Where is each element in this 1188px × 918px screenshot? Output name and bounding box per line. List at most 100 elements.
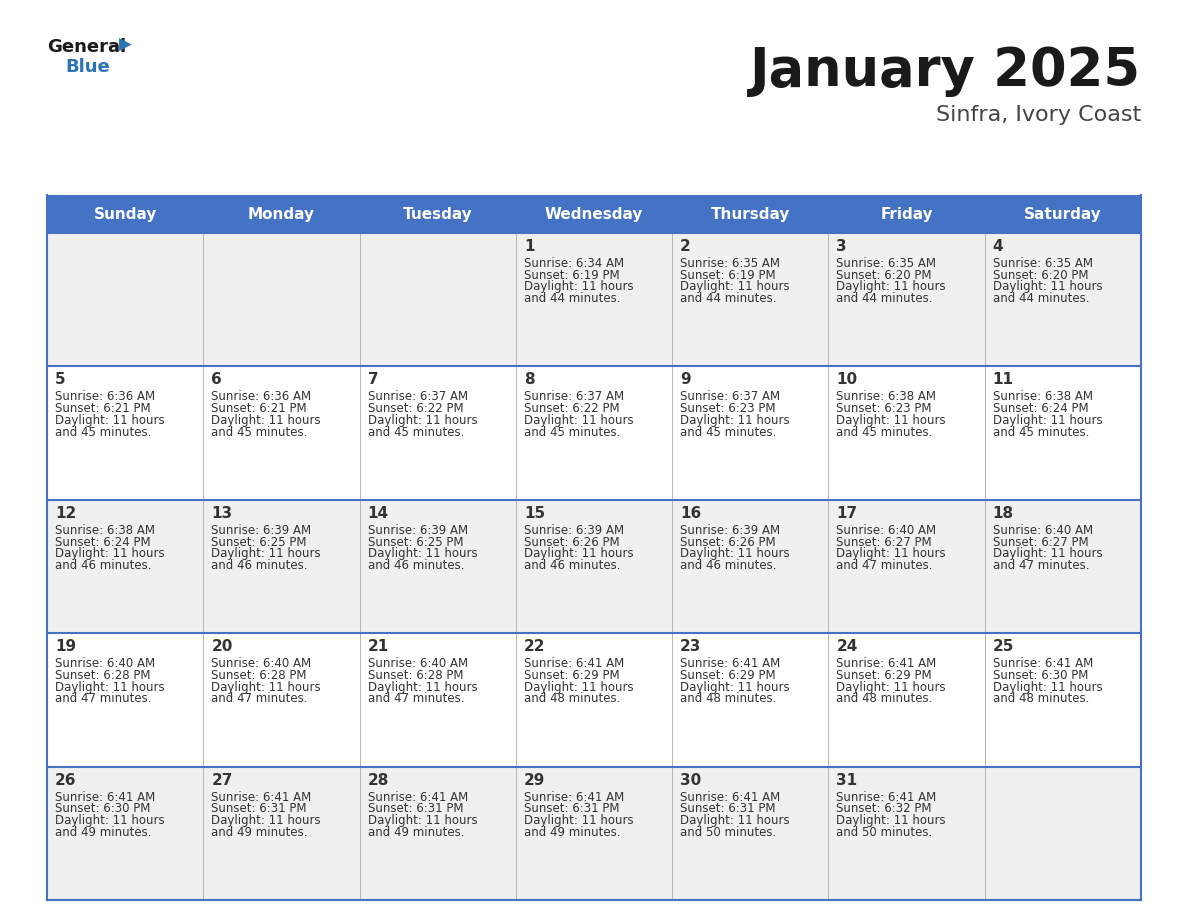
Text: 13: 13 <box>211 506 233 521</box>
Text: Sunset: 6:28 PM: Sunset: 6:28 PM <box>55 669 151 682</box>
Text: and 45 minutes.: and 45 minutes. <box>524 426 620 439</box>
Text: Sunrise: 6:41 AM: Sunrise: 6:41 AM <box>211 790 311 803</box>
Text: Sunset: 6:25 PM: Sunset: 6:25 PM <box>367 535 463 549</box>
Text: Daylight: 11 hours: Daylight: 11 hours <box>367 680 478 694</box>
Text: Sunset: 6:28 PM: Sunset: 6:28 PM <box>367 669 463 682</box>
Text: and 47 minutes.: and 47 minutes. <box>55 692 152 705</box>
Text: Sunrise: 6:40 AM: Sunrise: 6:40 AM <box>836 524 936 537</box>
Text: Sunrise: 6:40 AM: Sunrise: 6:40 AM <box>367 657 468 670</box>
Text: Sunset: 6:21 PM: Sunset: 6:21 PM <box>55 402 151 415</box>
Text: 24: 24 <box>836 639 858 655</box>
Text: Sunset: 6:31 PM: Sunset: 6:31 PM <box>524 802 619 815</box>
Text: Daylight: 11 hours: Daylight: 11 hours <box>681 814 790 827</box>
Text: Daylight: 11 hours: Daylight: 11 hours <box>524 281 633 294</box>
Text: Sunrise: 6:41 AM: Sunrise: 6:41 AM <box>836 657 936 670</box>
Text: 7: 7 <box>367 373 378 387</box>
Bar <box>828 767 985 900</box>
Text: 26: 26 <box>55 773 76 788</box>
Bar <box>985 499 1140 633</box>
Text: and 45 minutes.: and 45 minutes. <box>681 426 777 439</box>
Bar <box>516 499 672 633</box>
Text: Daylight: 11 hours: Daylight: 11 hours <box>681 680 790 694</box>
Text: Sunset: 6:22 PM: Sunset: 6:22 PM <box>524 402 619 415</box>
Text: Sunset: 6:30 PM: Sunset: 6:30 PM <box>993 669 1088 682</box>
Text: 9: 9 <box>681 373 690 387</box>
Text: Daylight: 11 hours: Daylight: 11 hours <box>836 814 946 827</box>
Bar <box>360 499 516 633</box>
Bar <box>516 233 672 366</box>
Bar <box>516 366 672 499</box>
Text: Sunrise: 6:37 AM: Sunrise: 6:37 AM <box>681 390 781 403</box>
Text: 29: 29 <box>524 773 545 788</box>
Text: Daylight: 11 hours: Daylight: 11 hours <box>836 547 946 560</box>
Text: Daylight: 11 hours: Daylight: 11 hours <box>681 281 790 294</box>
Text: and 45 minutes.: and 45 minutes. <box>836 426 933 439</box>
Text: 15: 15 <box>524 506 545 521</box>
Text: Sunrise: 6:41 AM: Sunrise: 6:41 AM <box>367 790 468 803</box>
Text: and 48 minutes.: and 48 minutes. <box>836 692 933 705</box>
Text: Daylight: 11 hours: Daylight: 11 hours <box>211 814 321 827</box>
Text: Sunset: 6:23 PM: Sunset: 6:23 PM <box>836 402 931 415</box>
Bar <box>672 233 828 366</box>
Text: Sunset: 6:26 PM: Sunset: 6:26 PM <box>524 535 619 549</box>
Text: ▶: ▶ <box>119 36 132 54</box>
Text: Sunrise: 6:38 AM: Sunrise: 6:38 AM <box>55 524 154 537</box>
Text: and 49 minutes.: and 49 minutes. <box>367 826 465 839</box>
Bar <box>985 767 1140 900</box>
Bar <box>203 767 360 900</box>
Text: Daylight: 11 hours: Daylight: 11 hours <box>993 414 1102 427</box>
Text: Sunrise: 6:38 AM: Sunrise: 6:38 AM <box>993 390 1093 403</box>
Text: Sunset: 6:24 PM: Sunset: 6:24 PM <box>55 535 151 549</box>
Text: Daylight: 11 hours: Daylight: 11 hours <box>836 414 946 427</box>
Bar <box>48 499 203 633</box>
Text: and 50 minutes.: and 50 minutes. <box>836 826 933 839</box>
Text: Daylight: 11 hours: Daylight: 11 hours <box>55 680 165 694</box>
Bar <box>48 195 203 233</box>
Text: 4: 4 <box>993 239 1004 254</box>
Text: Daylight: 11 hours: Daylight: 11 hours <box>836 281 946 294</box>
Text: Monday: Monday <box>248 207 315 221</box>
Text: 16: 16 <box>681 506 701 521</box>
Text: Sunset: 6:31 PM: Sunset: 6:31 PM <box>681 802 776 815</box>
Text: Sunrise: 6:41 AM: Sunrise: 6:41 AM <box>681 657 781 670</box>
Text: 2: 2 <box>681 239 691 254</box>
Text: and 44 minutes.: and 44 minutes. <box>993 292 1089 305</box>
Text: and 45 minutes.: and 45 minutes. <box>55 426 151 439</box>
Bar <box>360 195 516 233</box>
Bar <box>672 499 828 633</box>
Text: and 47 minutes.: and 47 minutes. <box>367 692 465 705</box>
Text: Sunrise: 6:36 AM: Sunrise: 6:36 AM <box>211 390 311 403</box>
Text: and 46 minutes.: and 46 minutes. <box>55 559 152 572</box>
Text: Sunrise: 6:41 AM: Sunrise: 6:41 AM <box>836 790 936 803</box>
Text: Daylight: 11 hours: Daylight: 11 hours <box>55 414 165 427</box>
Text: Sunrise: 6:39 AM: Sunrise: 6:39 AM <box>524 524 624 537</box>
Text: and 45 minutes.: and 45 minutes. <box>211 426 308 439</box>
Text: Tuesday: Tuesday <box>403 207 473 221</box>
Text: 14: 14 <box>367 506 388 521</box>
Text: Sunrise: 6:39 AM: Sunrise: 6:39 AM <box>681 524 781 537</box>
Bar <box>828 195 985 233</box>
Text: and 46 minutes.: and 46 minutes. <box>367 559 465 572</box>
Text: Sunrise: 6:37 AM: Sunrise: 6:37 AM <box>524 390 624 403</box>
Text: 21: 21 <box>367 639 388 655</box>
Text: Sunset: 6:25 PM: Sunset: 6:25 PM <box>211 535 307 549</box>
Text: and 45 minutes.: and 45 minutes. <box>993 426 1089 439</box>
Text: Daylight: 11 hours: Daylight: 11 hours <box>524 814 633 827</box>
Text: Sunset: 6:27 PM: Sunset: 6:27 PM <box>836 535 933 549</box>
Text: 12: 12 <box>55 506 76 521</box>
Text: and 49 minutes.: and 49 minutes. <box>524 826 620 839</box>
Bar <box>48 233 203 366</box>
Text: and 47 minutes.: and 47 minutes. <box>993 559 1089 572</box>
Text: Friday: Friday <box>880 207 933 221</box>
Bar <box>48 633 203 767</box>
Text: 10: 10 <box>836 373 858 387</box>
Text: and 49 minutes.: and 49 minutes. <box>211 826 308 839</box>
Bar <box>828 499 985 633</box>
Text: 6: 6 <box>211 373 222 387</box>
Text: Sunset: 6:26 PM: Sunset: 6:26 PM <box>681 535 776 549</box>
Text: Sunrise: 6:40 AM: Sunrise: 6:40 AM <box>993 524 1093 537</box>
Text: 25: 25 <box>993 639 1015 655</box>
Text: Sunset: 6:20 PM: Sunset: 6:20 PM <box>993 269 1088 282</box>
Text: Sunrise: 6:35 AM: Sunrise: 6:35 AM <box>681 257 781 270</box>
Text: 31: 31 <box>836 773 858 788</box>
